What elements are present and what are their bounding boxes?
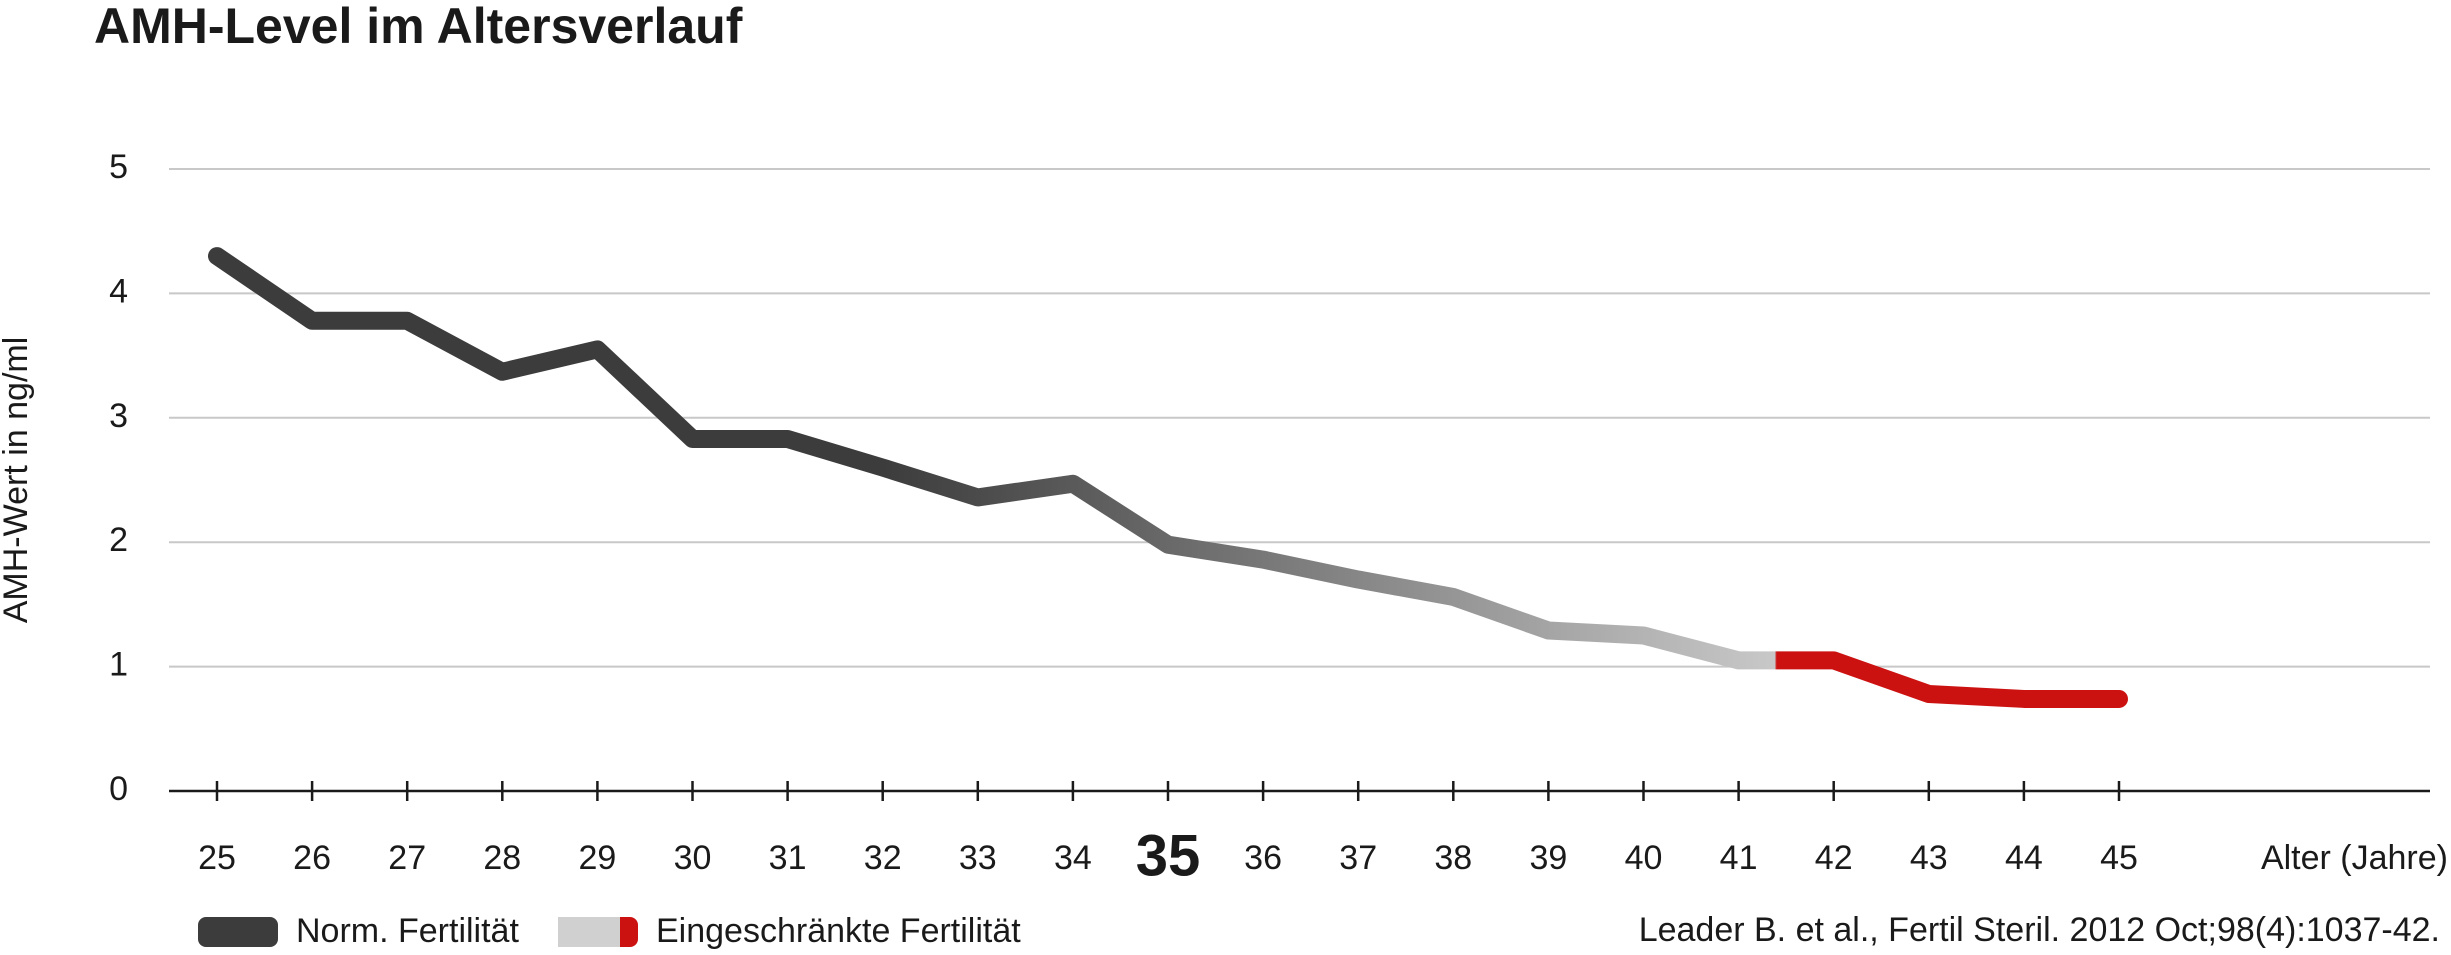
y-tick-label: 3 <box>109 397 128 435</box>
x-tick-label: 28 <box>483 839 521 877</box>
x-tick-label: 30 <box>674 839 712 877</box>
x-tick-label: 29 <box>578 839 616 877</box>
x-tick-label: 42 <box>1815 839 1853 877</box>
x-tick-label: 37 <box>1339 839 1377 877</box>
source: Leader B. et al., Fertil Steril. 2012 Oc… <box>1639 911 2440 949</box>
x-tick-label: 33 <box>959 839 997 877</box>
data-line <box>208 247 2128 708</box>
x-tick-label: 45 <box>2100 839 2138 877</box>
x-tick-label: 43 <box>1910 839 1948 877</box>
legend-swatch <box>558 917 578 947</box>
y-tick-label: 4 <box>109 272 128 310</box>
y-axis-label: AMH-Wert in ng/ml <box>0 337 35 624</box>
legend-label: Norm. Fertilität <box>296 912 519 950</box>
x-tick-label: 44 <box>2005 839 2043 877</box>
x-tick-label: 31 <box>769 839 807 877</box>
x-tick-label: 38 <box>1434 839 1472 877</box>
x-tick-label: 41 <box>1720 839 1758 877</box>
y-tick-label: 0 <box>109 770 128 808</box>
x-tick-label: 39 <box>1529 839 1567 877</box>
x-tick-label: 26 <box>293 839 331 877</box>
y-tick-label: 1 <box>109 646 128 684</box>
x-axis-label: Alter (Jahre) <box>2261 839 2448 877</box>
legend-swatch <box>198 917 278 947</box>
x-tick-label: 34 <box>1054 839 1092 877</box>
x-tick-label: 35 <box>1136 823 1201 888</box>
x-tick-label: 25 <box>198 839 236 877</box>
legend-label: Eingeschränkte Fertilität <box>656 912 1021 950</box>
y-tick-label: 5 <box>109 148 128 186</box>
x-tick-label: 40 <box>1625 839 1663 877</box>
x-tick-label: 32 <box>864 839 902 877</box>
x-tick-label: 27 <box>388 839 426 877</box>
y-tick-label: 2 <box>109 521 128 559</box>
x-tick-label: 36 <box>1244 839 1282 877</box>
chart-title: AMH-Level im Altersverlauf <box>94 0 743 54</box>
